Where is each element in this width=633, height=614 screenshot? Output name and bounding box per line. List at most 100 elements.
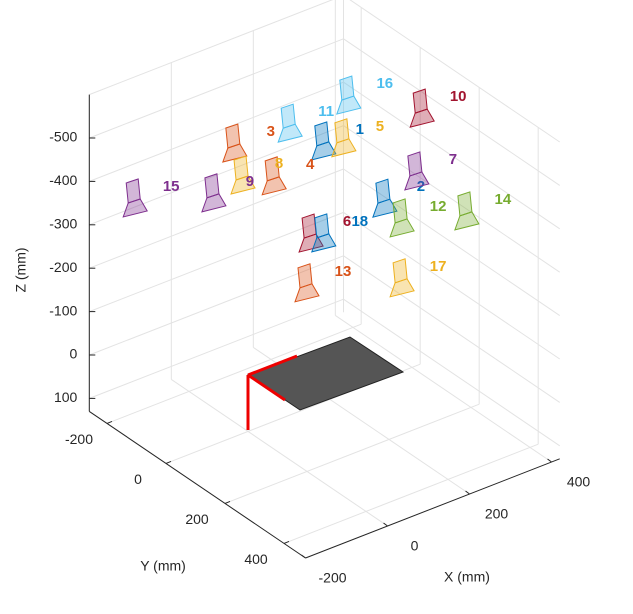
z-axis-title: Z (mm) xyxy=(13,247,29,292)
camera-label: 13 xyxy=(335,263,352,280)
x-tick-label: 400 xyxy=(567,474,591,490)
camera xyxy=(222,123,248,163)
camera-body xyxy=(280,103,296,129)
camera-body xyxy=(314,121,330,147)
camera-body xyxy=(297,263,313,289)
grid-line xyxy=(343,211,561,360)
camera-lens xyxy=(277,123,303,143)
camera-label: 9 xyxy=(246,173,254,190)
grid-line xyxy=(89,81,344,182)
camera-lens xyxy=(261,176,287,196)
tick-mark xyxy=(547,458,552,463)
z-tick-label: -400 xyxy=(49,172,77,188)
camera xyxy=(311,121,337,161)
z-tick-label: -500 xyxy=(49,129,77,145)
camera-label: 3 xyxy=(267,123,275,140)
grid-line xyxy=(89,168,344,269)
y-tick-label: 200 xyxy=(185,511,209,527)
z-tick-label: 100 xyxy=(54,389,78,405)
grid-line xyxy=(343,298,561,447)
checkerboard xyxy=(246,336,405,411)
camera xyxy=(336,75,362,115)
tick-mark xyxy=(283,540,290,544)
grid-line xyxy=(343,81,561,230)
tick-mark xyxy=(301,554,306,559)
grid-line xyxy=(106,323,362,424)
camera xyxy=(454,191,480,231)
camera-label: 7 xyxy=(449,151,457,168)
x-tick-label: 200 xyxy=(485,506,509,522)
grid-line xyxy=(343,38,561,186)
camera-body xyxy=(301,213,317,239)
camera-body xyxy=(407,151,423,177)
camera xyxy=(311,213,337,253)
camera xyxy=(122,178,148,218)
board-x-axis xyxy=(247,354,298,377)
camera-body xyxy=(457,191,473,217)
grid-line xyxy=(335,315,552,463)
y-axis-title: Y (mm) xyxy=(140,558,186,574)
camera-label: 1 xyxy=(356,121,364,138)
camera-body xyxy=(233,155,249,181)
grid-line xyxy=(343,168,561,317)
camera-label: 16 xyxy=(376,75,393,92)
grid: -500 -400 -300 -200 -100 0 100 -200 0 200 400 -200 0… xyxy=(49,0,590,586)
y-axis xyxy=(89,411,306,559)
camera xyxy=(409,88,435,128)
camera-body xyxy=(392,198,408,224)
tick-mark xyxy=(165,460,172,464)
camera xyxy=(261,156,287,196)
box-edge xyxy=(89,0,334,96)
camera xyxy=(331,118,357,158)
camera-label: 2 xyxy=(417,178,425,195)
camera xyxy=(277,103,303,143)
camera-label: 6 xyxy=(343,213,351,230)
board-y-axis xyxy=(247,373,286,402)
grid-line xyxy=(283,443,539,544)
camera xyxy=(201,173,227,213)
camera-label: 10 xyxy=(450,88,467,105)
camera-lens xyxy=(122,198,148,218)
camera-body xyxy=(392,258,408,284)
camera xyxy=(404,151,430,191)
camera-label: 5 xyxy=(376,118,384,135)
y-tick-label: -200 xyxy=(65,431,93,447)
camera-lens xyxy=(201,193,227,213)
tick-mark xyxy=(106,420,113,424)
camera-lens xyxy=(409,108,435,128)
camera-body xyxy=(339,75,355,101)
camera-body xyxy=(412,88,428,114)
camera-label: 11 xyxy=(318,103,334,120)
camera-lens xyxy=(389,218,415,238)
z-tick-label: -200 xyxy=(49,259,77,275)
camera xyxy=(372,178,398,218)
camera xyxy=(230,155,256,195)
camera-label: 17 xyxy=(430,258,447,275)
grid-line xyxy=(224,403,480,504)
box-edge xyxy=(349,0,561,143)
tick-mark xyxy=(465,490,470,495)
grid-line xyxy=(89,298,344,399)
x-axis-title: X (mm) xyxy=(444,569,490,585)
grid-line xyxy=(89,211,344,313)
tick-mark xyxy=(224,500,231,504)
camera-label: 4 xyxy=(306,156,315,173)
z-tick-label: -300 xyxy=(49,216,77,232)
tick-mark xyxy=(383,522,388,527)
camera-label: 15 xyxy=(163,178,180,195)
camera-lens xyxy=(336,95,362,115)
camera xyxy=(294,263,320,303)
grid-line xyxy=(343,125,561,273)
camera-label: 12 xyxy=(430,198,447,215)
camera-body xyxy=(264,156,280,182)
x-tick-label: 0 xyxy=(411,538,419,554)
camera-lens xyxy=(294,283,320,303)
x-axis xyxy=(305,458,560,559)
camera-label: 8 xyxy=(275,155,283,172)
grid-line xyxy=(89,255,344,356)
camera-label: 18 xyxy=(351,213,368,230)
camera-body xyxy=(204,173,220,199)
camera xyxy=(389,198,415,238)
